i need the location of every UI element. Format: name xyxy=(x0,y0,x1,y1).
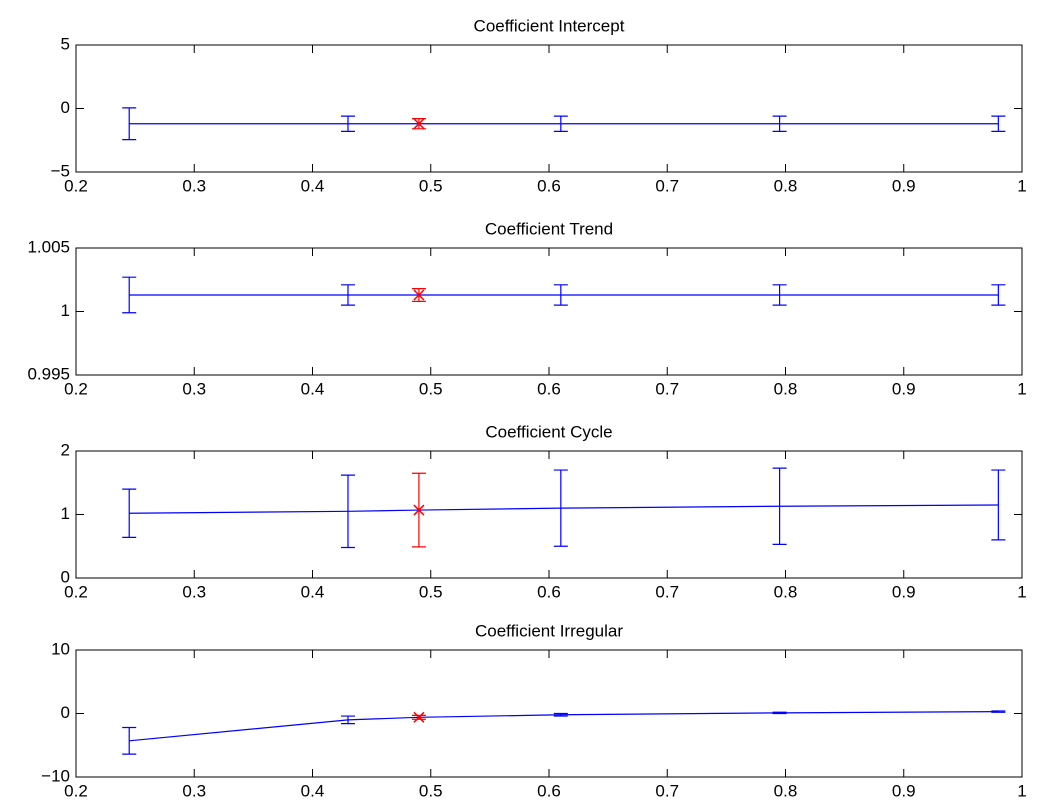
error-bar xyxy=(340,284,355,306)
highlight-marker xyxy=(413,504,425,516)
x-tick-label: 0.5 xyxy=(419,781,443,800)
error-bar xyxy=(122,276,137,314)
highlight-marker xyxy=(413,711,425,723)
x-tick-label: 0.9 xyxy=(892,379,916,398)
x-tick-label: 1 xyxy=(1017,781,1026,800)
axes-box xyxy=(75,649,1023,778)
x-tick-label: 0.5 xyxy=(419,379,443,398)
y-tick-label: 1 xyxy=(61,504,70,523)
axes-box xyxy=(75,450,1023,579)
data-line xyxy=(129,710,999,742)
x-tick-label: 0.9 xyxy=(892,582,916,601)
error-bar xyxy=(991,469,1006,541)
error-bar xyxy=(340,115,355,132)
error-bar xyxy=(772,284,787,306)
y-tick-label: 2 xyxy=(61,440,70,459)
axes-box xyxy=(75,247,1023,376)
error-bar xyxy=(991,710,1006,713)
error-bar xyxy=(553,712,568,717)
x-tick-label: 0.2 xyxy=(64,582,88,601)
error-bar xyxy=(340,715,355,725)
x-tick-label: 0.8 xyxy=(774,781,798,800)
y-tick-label: 1.005 xyxy=(27,237,70,256)
error-bar xyxy=(122,107,137,141)
x-tick-label: 0.9 xyxy=(892,781,916,800)
x-tick-label: 0.6 xyxy=(537,781,561,800)
x-tick-label: 0.4 xyxy=(301,379,325,398)
x-tick-label: 1 xyxy=(1017,582,1026,601)
error-bar xyxy=(553,284,568,306)
x-tick-label: 0.4 xyxy=(301,582,325,601)
error-bar xyxy=(991,115,1006,132)
x-tick-label: 0.3 xyxy=(182,582,206,601)
x-tick-label: 0.6 xyxy=(537,176,561,195)
x-tick-label: 0.6 xyxy=(537,379,561,398)
error-bar xyxy=(553,115,568,132)
error-bar xyxy=(772,115,787,132)
error-bar xyxy=(991,284,1006,306)
error-bar xyxy=(553,469,568,547)
x-tick-label: 0.7 xyxy=(655,176,679,195)
y-tick-label: 1 xyxy=(61,301,70,320)
error-bar xyxy=(772,467,787,545)
y-tick-label: −10 xyxy=(41,766,70,785)
subplot-title: Coefficient Cycle xyxy=(485,422,612,441)
y-tick-label: −5 xyxy=(51,161,70,180)
axes-box xyxy=(75,44,1023,173)
x-tick-label: 0.8 xyxy=(774,176,798,195)
x-tick-label: 0.3 xyxy=(182,379,206,398)
error-bar xyxy=(340,474,355,549)
y-tick-label: 0 xyxy=(61,98,70,117)
subplot-title: Coefficient Intercept xyxy=(474,16,625,35)
x-tick-label: 0.7 xyxy=(655,781,679,800)
y-tick-label: 10 xyxy=(51,639,70,658)
x-tick-label: 0.6 xyxy=(537,582,561,601)
x-tick-label: 0.8 xyxy=(774,379,798,398)
y-tick-label: 0 xyxy=(61,567,70,586)
subplot-title: Coefficient Trend xyxy=(485,219,613,238)
x-tick-label: 0.9 xyxy=(892,176,916,195)
y-tick-label: 0 xyxy=(61,703,70,722)
x-tick-label: 0.4 xyxy=(301,176,325,195)
x-tick-label: 0.3 xyxy=(182,781,206,800)
error-bar xyxy=(122,726,137,755)
x-tick-label: 1 xyxy=(1017,176,1026,195)
x-tick-label: 0.2 xyxy=(64,176,88,195)
x-tick-label: 0.5 xyxy=(419,582,443,601)
x-tick-label: 0.2 xyxy=(64,781,88,800)
x-tick-label: 1 xyxy=(1017,379,1026,398)
x-tick-label: 0.2 xyxy=(64,379,88,398)
x-tick-label: 0.7 xyxy=(655,379,679,398)
y-tick-label: 0.995 xyxy=(27,364,70,383)
highlight-marker xyxy=(413,118,425,130)
x-tick-label: 0.7 xyxy=(655,582,679,601)
subplot-title: Coefficient Irregular xyxy=(475,621,623,640)
data-line xyxy=(129,504,999,514)
highlight-marker xyxy=(413,289,425,301)
x-tick-label: 0.3 xyxy=(182,176,206,195)
error-bar xyxy=(122,488,137,538)
y-tick-label: 5 xyxy=(61,34,70,53)
x-tick-label: 0.5 xyxy=(419,176,443,195)
x-tick-label: 0.4 xyxy=(301,781,325,800)
error-bar xyxy=(772,711,787,715)
x-tick-label: 0.8 xyxy=(774,582,798,601)
